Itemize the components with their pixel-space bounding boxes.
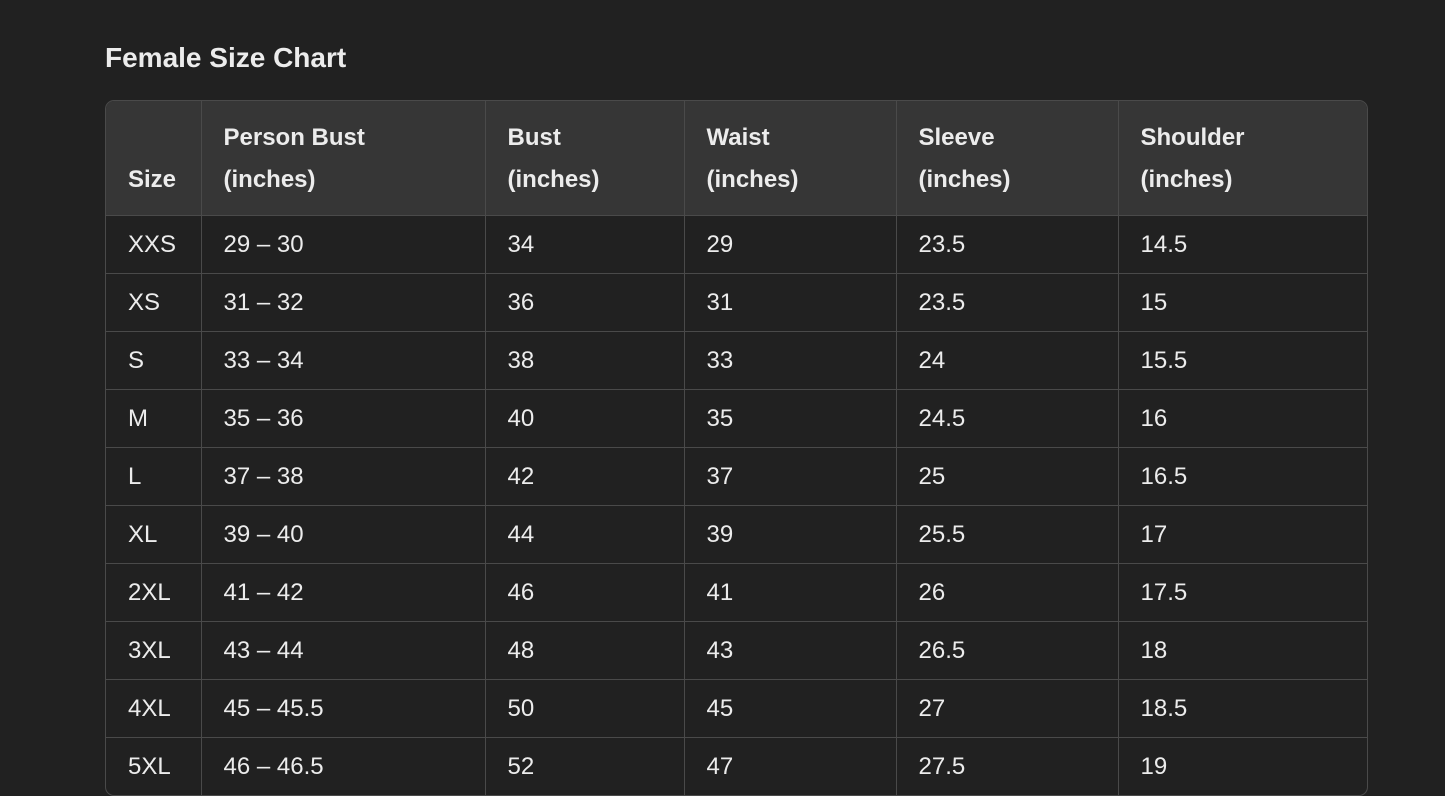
column-header-line: Waist [706, 124, 770, 151]
column-header-line: Size [128, 166, 177, 193]
table-cell: L [106, 447, 202, 506]
table-cell: 27.5 [895, 737, 1119, 795]
table-cell: 17.5 [1117, 563, 1367, 622]
table-cell: 36 [484, 273, 685, 332]
table-cell: 16 [1117, 389, 1367, 448]
table-cell: 42 [484, 447, 685, 506]
table-cell: S [106, 331, 202, 390]
table-row: XXS 29 – 30 34 29 23.5 14.5 [106, 215, 1367, 274]
table-cell: 45 [683, 679, 897, 738]
table-cell: 33 – 34 [200, 331, 486, 390]
table-cell: 15.5 [1117, 331, 1367, 390]
table-cell: 15 [1117, 273, 1367, 332]
table-cell: 40 [484, 389, 685, 448]
table-cell: 45 – 45.5 [200, 679, 486, 738]
table-cell: 41 – 42 [200, 563, 486, 622]
table-cell: 48 [484, 621, 685, 680]
table-cell: 35 [683, 389, 897, 448]
column-header: Size [106, 101, 202, 216]
table-cell: 3XL [106, 621, 202, 680]
table-cell: 2XL [106, 563, 202, 622]
table-row: S 33 – 34 38 33 24 15.5 [106, 331, 1367, 390]
table-row: XL 39 – 40 44 39 25.5 17 [106, 505, 1367, 564]
table-cell: XS [106, 273, 202, 332]
column-header-line: Shoulder [1140, 124, 1245, 151]
table-cell: 23.5 [895, 273, 1119, 332]
table-cell: 19 [1117, 737, 1367, 795]
table-cell: 33 [683, 331, 897, 390]
table-cell: 31 – 32 [200, 273, 486, 332]
table-cell: 50 [484, 679, 685, 738]
table-cell: 29 – 30 [200, 215, 486, 274]
table-row: XS 31 – 32 36 31 23.5 15 [106, 273, 1367, 332]
column-header: Bust (inches) [484, 101, 685, 216]
table-cell: 24.5 [895, 389, 1119, 448]
table-cell: 16.5 [1117, 447, 1367, 506]
table-cell: 25 [895, 447, 1119, 506]
table-cell: 43 [683, 621, 897, 680]
table-cell: 5XL [106, 737, 202, 795]
table-cell: 29 [683, 215, 897, 274]
column-header-line: (inches) [918, 166, 1011, 193]
table-cell: 27 [895, 679, 1119, 738]
column-header-line: Person Bust [223, 124, 365, 151]
column-header-line: (inches) [1140, 166, 1233, 193]
table-cell: 25.5 [895, 505, 1119, 564]
table-cell: 26.5 [895, 621, 1119, 680]
table-row: 3XL 43 – 44 48 43 26.5 18 [106, 621, 1367, 680]
table-cell: 52 [484, 737, 685, 795]
column-header-line: Sleeve [918, 124, 995, 151]
column-header-line: (inches) [706, 166, 799, 193]
table-cell: XXS [106, 215, 202, 274]
table-row: M 35 – 36 40 35 24.5 16 [106, 389, 1367, 448]
header-row: Size Person Bust (inches) Bust (inches) Waist… [106, 101, 1367, 216]
column-header: Waist (inches) [683, 101, 897, 216]
table-cell: 39 – 40 [200, 505, 486, 564]
table-cell: 24 [895, 331, 1119, 390]
table-cell: 41 [683, 563, 897, 622]
table-cell: 26 [895, 563, 1119, 622]
table-cell: 47 [683, 737, 897, 795]
table-cell: 44 [484, 505, 685, 564]
table-row: 4XL 45 – 45.5 50 45 27 18.5 [106, 679, 1367, 738]
table-cell: 46 [484, 563, 685, 622]
column-header-line [128, 117, 201, 159]
table-cell: 18 [1117, 621, 1367, 680]
column-header: Shoulder (inches) [1117, 101, 1367, 216]
table-cell: 4XL [106, 679, 202, 738]
table-cell: 14.5 [1117, 215, 1367, 274]
column-header: Sleeve (inches) [895, 101, 1119, 216]
column-header-line: (inches) [223, 166, 316, 193]
column-header-line: Bust [507, 124, 561, 151]
table-cell: 23.5 [895, 215, 1119, 274]
table-cell: 17 [1117, 505, 1367, 564]
table-row: 5XL 46 – 46.5 52 47 27.5 19 [106, 737, 1367, 795]
table-cell: 43 – 44 [200, 621, 486, 680]
table-cell: 46 – 46.5 [200, 737, 486, 795]
table-cell: 37 – 38 [200, 447, 486, 506]
column-header: Person Bust (inches) [200, 101, 486, 216]
table-row: 2XL 41 – 42 46 41 26 17.5 [106, 563, 1367, 622]
table-row: L 37 – 38 42 37 25 16.5 [106, 447, 1367, 506]
table-cell: 31 [683, 273, 897, 332]
table-cell: 34 [484, 215, 685, 274]
column-header-line: (inches) [507, 166, 600, 193]
table-cell: 18.5 [1117, 679, 1367, 738]
table-cell: XL [106, 505, 202, 564]
table-cell: 39 [683, 505, 897, 564]
table-cell: 37 [683, 447, 897, 506]
table-cell: M [106, 389, 202, 448]
table-cell: 38 [484, 331, 685, 390]
table-cell: 35 – 36 [200, 389, 486, 448]
size-chart-table: Size Person Bust (inches) Bust (inches) Waist… [105, 100, 1368, 796]
page-title: Female Size Chart [105, 42, 347, 73]
